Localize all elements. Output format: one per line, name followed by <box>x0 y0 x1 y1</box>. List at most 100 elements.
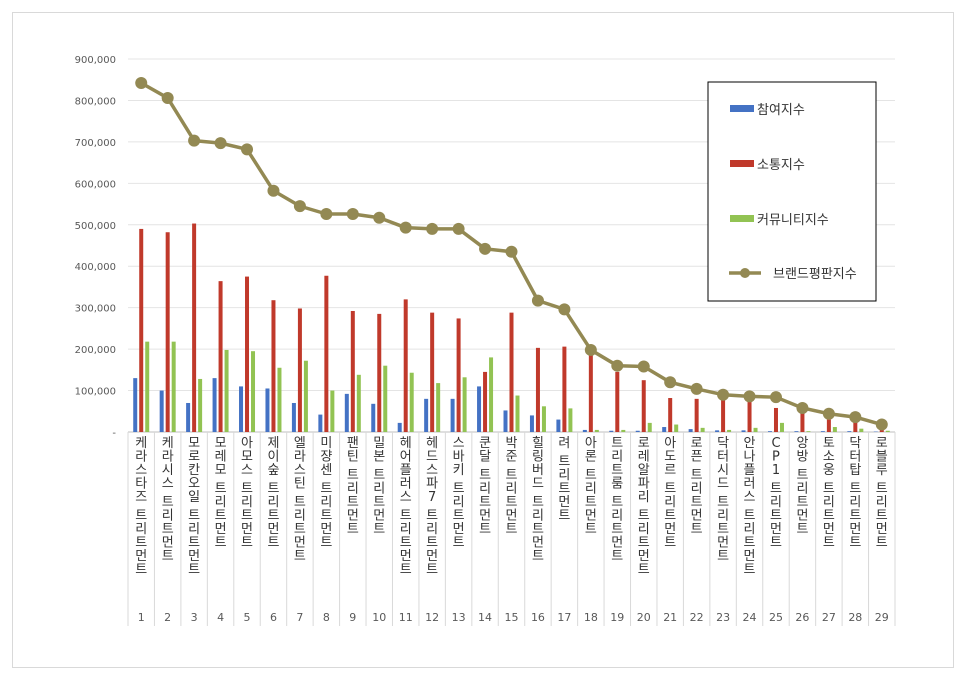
bar-소통지수 <box>509 312 514 432</box>
x-rank-label: 11 <box>399 611 413 624</box>
point-브랜드평판지수 <box>584 343 597 356</box>
y-tick-label: 900,000 <box>75 55 116 66</box>
x-rank-label: 26 <box>795 611 809 624</box>
bar-참여지수 <box>291 402 296 432</box>
bar-소통지수 <box>800 413 805 432</box>
bar-참여지수 <box>635 430 640 432</box>
bar-커뮤니티지수 <box>330 390 335 432</box>
bar-소통지수 <box>271 300 276 432</box>
bar-소통지수 <box>139 228 144 432</box>
bar-참여지수 <box>133 378 138 432</box>
point-브랜드평판지수 <box>320 208 333 221</box>
bar-소통지수 <box>165 232 170 432</box>
bar-소통지수 <box>456 318 461 432</box>
x-rank-label: 28 <box>848 611 862 624</box>
bar-참여지수 <box>741 430 746 432</box>
bar-소통지수 <box>245 276 250 432</box>
x-rank-label: 25 <box>769 611 783 624</box>
x-rank-label: 22 <box>690 611 704 624</box>
x-rank-label: 19 <box>610 611 624 624</box>
legend-box <box>707 81 877 302</box>
legend-label: 소통지수 <box>757 158 805 173</box>
bar-참여지수 <box>767 431 772 432</box>
bar-커뮤니티지수 <box>859 428 864 432</box>
bar-소통지수 <box>721 398 726 432</box>
bar-참여지수 <box>371 403 376 432</box>
point-브랜드평판지수 <box>373 211 386 224</box>
y-tick-label: 800,000 <box>75 96 116 107</box>
bar-커뮤니티지수 <box>885 430 890 432</box>
y-tick-label: 600,000 <box>75 179 116 190</box>
x-rank-label: 21 <box>663 611 677 624</box>
bar-참여지수 <box>477 386 482 432</box>
bar-소통지수 <box>588 355 593 432</box>
bar-소통지수 <box>853 421 858 432</box>
bar-커뮤니티지수 <box>700 427 705 432</box>
bar-소통지수 <box>324 275 329 432</box>
x-rank-label: 7 <box>296 611 303 624</box>
x-rank-label: 16 <box>531 611 545 624</box>
bar-소통지수 <box>826 419 831 432</box>
y-tick-label: 500,000 <box>75 221 116 232</box>
point-브랜드평판지수 <box>505 245 518 258</box>
point-브랜드평판지수 <box>531 294 544 307</box>
y-tick-label: 400,000 <box>75 262 116 273</box>
x-rank-label: 8 <box>323 611 330 624</box>
x-rank-label: 15 <box>505 611 519 624</box>
x-rank-label: 12 <box>425 611 439 624</box>
bar-참여지수 <box>212 378 217 432</box>
bar-참여지수 <box>318 414 323 432</box>
y-tick-label: 100,000 <box>75 387 116 398</box>
bar-참여지수 <box>715 430 720 432</box>
x-rank-label: 13 <box>452 611 466 624</box>
point-브랜드평판지수 <box>135 77 148 90</box>
bar-커뮤니티지수 <box>277 367 282 432</box>
bar-커뮤니티지수 <box>489 357 494 432</box>
bar-커뮤니티지수 <box>515 395 520 432</box>
x-rank-label: 18 <box>584 611 598 624</box>
point-브랜드평판지수 <box>769 391 782 404</box>
bar-소통지수 <box>192 223 197 432</box>
point-브랜드평판지수 <box>452 222 465 235</box>
bar-참여지수 <box>503 410 508 432</box>
legend-label: 커뮤니티지수 <box>757 213 829 228</box>
bar-커뮤니티지수 <box>832 427 837 432</box>
bar-커뮤니티지수 <box>594 429 599 432</box>
bar-커뮤니티지수 <box>621 429 626 432</box>
bar-커뮤니티지수 <box>171 341 176 432</box>
bar-참여지수 <box>794 431 799 432</box>
bar-커뮤니티지수 <box>727 429 732 432</box>
bar-참여지수 <box>529 415 534 432</box>
legend-swatch <box>730 105 754 112</box>
bar-참여지수 <box>344 393 349 432</box>
bar-커뮤니티지수 <box>383 365 388 432</box>
point-브랜드평판지수 <box>399 221 412 234</box>
point-브랜드평판지수 <box>293 200 306 213</box>
bar-소통지수 <box>483 371 488 432</box>
point-브랜드평판지수 <box>849 411 862 424</box>
point-브랜드평판지수 <box>743 390 756 403</box>
point-브랜드평판지수 <box>241 143 254 156</box>
point-브랜드평판지수 <box>664 376 677 389</box>
y-tick-label: 700,000 <box>75 138 116 149</box>
bar-커뮤니티지수 <box>356 374 361 432</box>
bar-소통지수 <box>747 400 752 432</box>
